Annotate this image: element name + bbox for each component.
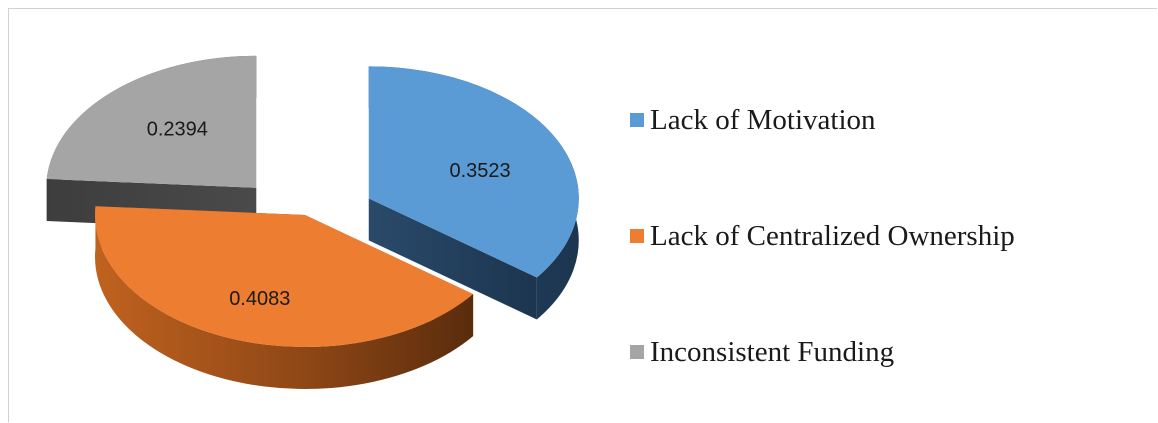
- data-label-lack-of-motivation: 0.3523: [449, 160, 510, 182]
- pie-slice-lack-of-motivation: [368, 66, 579, 320]
- data-label-lack-of-centralized-ownership: 0.4083: [229, 288, 290, 310]
- slice-top-face: [95, 206, 474, 347]
- slice-radial-face: [368, 198, 537, 320]
- pie-slice-inconsistent-funding: [46, 55, 257, 230]
- legend-swatch: [630, 113, 644, 127]
- legend-label: Inconsistent Funding: [650, 335, 895, 368]
- slice-top-face: [368, 66, 579, 278]
- slice-outer-side: [94, 206, 474, 390]
- legend-item-lack-of-motivation: Lack of Motivation: [630, 100, 1150, 140]
- chart-legend: Lack of Motivation Lack of Centralized O…: [630, 100, 1150, 372]
- slice-top-face: [46, 55, 257, 188]
- legend-item-inconsistent-funding: Inconsistent Funding: [630, 332, 1150, 372]
- chart-frame: [8, 8, 1157, 422]
- legend-label: Lack of Centralized Ownership: [650, 219, 1015, 252]
- legend-swatch: [630, 345, 644, 359]
- legend-item-lack-of-centralized-ownership: Lack of Centralized Ownership: [630, 216, 1150, 256]
- data-label-inconsistent-funding: 0.2394: [147, 118, 208, 140]
- legend-label: Lack of Motivation: [650, 103, 876, 136]
- legend-swatch: [630, 229, 644, 243]
- pie-slice-lack-of-centralized-ownership: [94, 206, 474, 390]
